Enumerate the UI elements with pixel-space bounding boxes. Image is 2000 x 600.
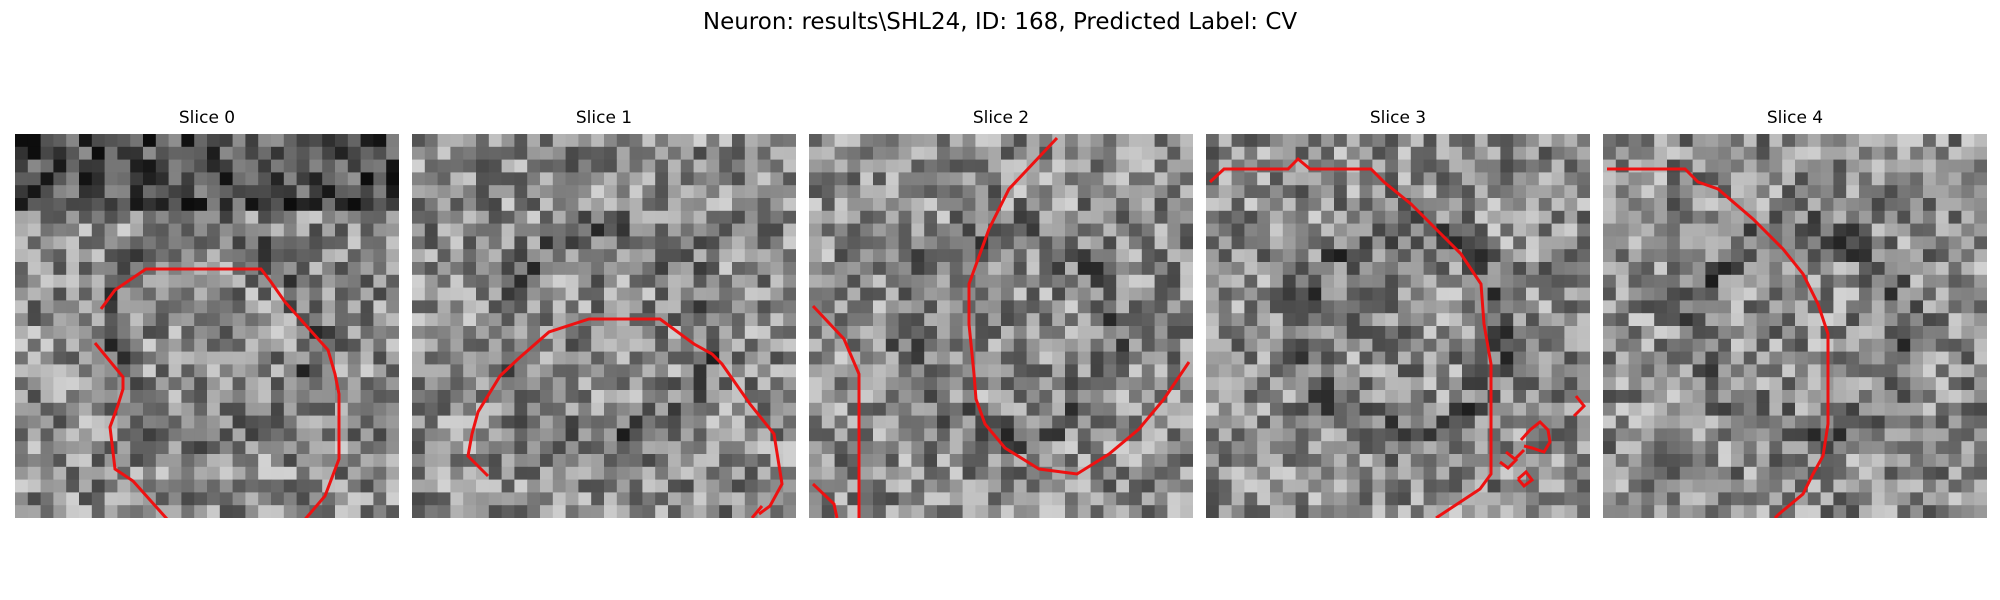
slice-panel-4: Slice 4 [1603,108,1987,518]
slice-image [809,134,1193,518]
slice-title: Slice 4 [1766,108,1824,128]
slice-image [1206,134,1590,518]
contour [93,267,341,518]
slice-image [412,134,796,518]
slice-image [15,134,399,518]
slice-panel-3: Slice 3 [1206,108,1590,518]
slice-title: Slice 3 [1369,108,1427,128]
pixel-grid [1603,134,1987,518]
contour [1607,167,1830,518]
contour [466,317,784,518]
pixel-grid [809,134,1193,518]
pixel-grid [412,134,796,518]
slice-title: Slice 2 [972,108,1030,128]
slice-image [1603,134,1987,518]
figure-title: Neuron: results\SHL24, ID: 168, Predicte… [702,9,1298,35]
slice-title: Slice 0 [178,108,236,128]
slice-panel-1: Slice 1 [412,108,796,518]
slice-panel-2: Slice 2 [809,108,1193,518]
pixel-grid [15,134,399,518]
slice-panel-0: Slice 0 [15,108,399,518]
contour [1208,156,1587,518]
slice-title: Slice 1 [575,108,633,128]
contour [811,136,1191,518]
